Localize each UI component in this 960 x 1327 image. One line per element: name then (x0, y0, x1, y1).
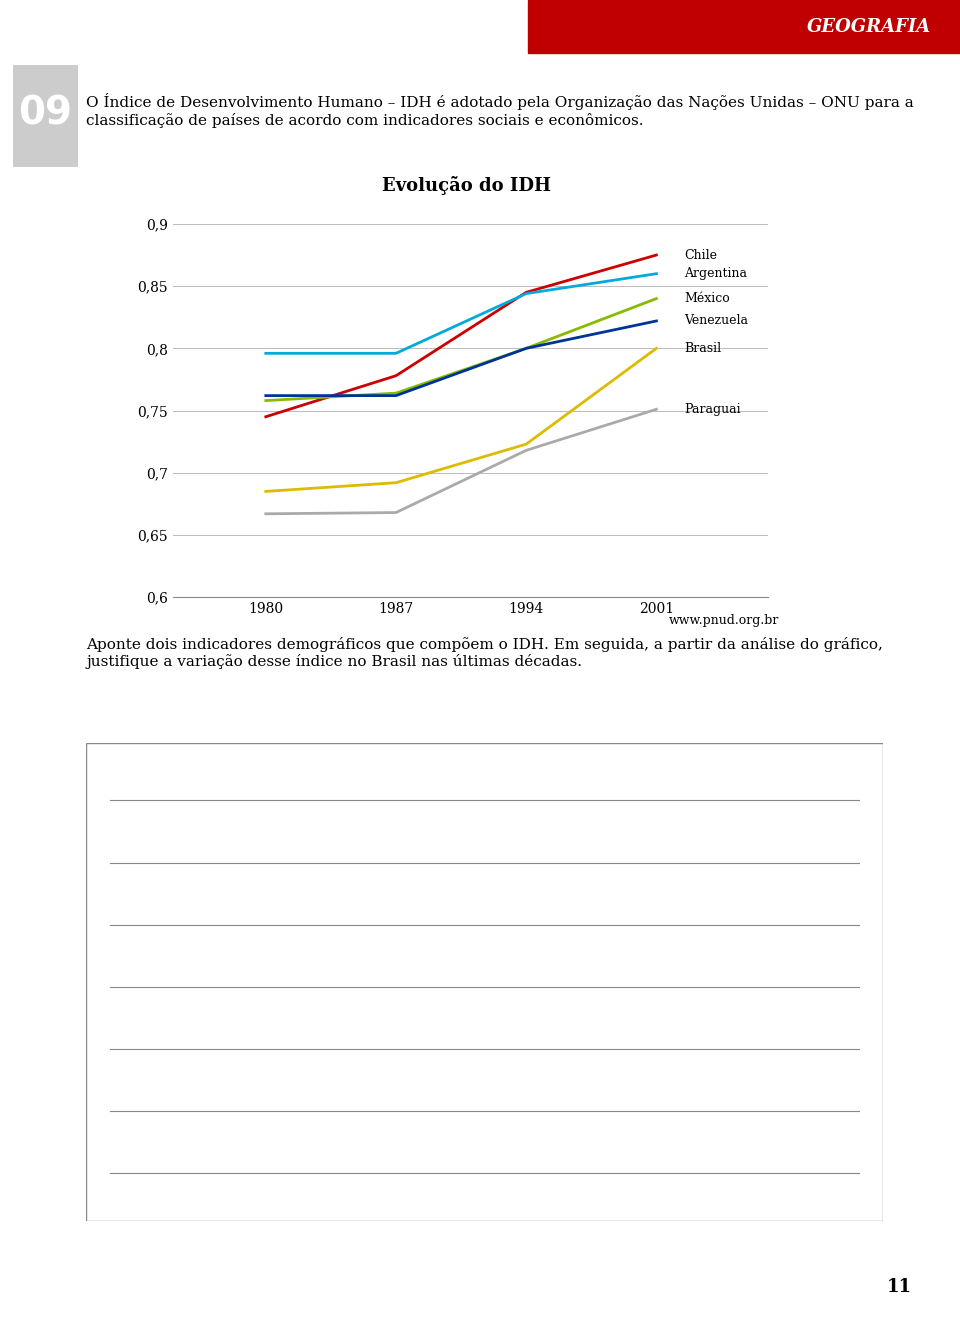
Text: Brasil: Brasil (684, 342, 721, 354)
Text: Paraguai: Paraguai (684, 403, 741, 415)
Text: www.pnud.org.br: www.pnud.org.br (669, 614, 780, 626)
Text: Argentina: Argentina (684, 267, 747, 280)
Text: O Índice de Desenvolvimento Humano – IDH é adotado pela Organização das Nações U: O Índice de Desenvolvimento Humano – IDH… (86, 93, 914, 127)
Text: Venezuela: Venezuela (684, 314, 748, 328)
Text: Chile: Chile (684, 248, 717, 261)
Text: 11: 11 (887, 1278, 912, 1296)
Text: GEOGRAFIA: GEOGRAFIA (807, 17, 931, 36)
Bar (528, 0, 960, 53)
Text: Evolução do IDH: Evolução do IDH (382, 176, 551, 195)
Text: Aponte dois indicadores demográficos que compõem o IDH. Em seguida, a partir da : Aponte dois indicadores demográficos que… (86, 637, 883, 669)
Bar (12, 65, 78, 167)
Text: México: México (684, 292, 730, 305)
Text: 09: 09 (18, 94, 72, 133)
